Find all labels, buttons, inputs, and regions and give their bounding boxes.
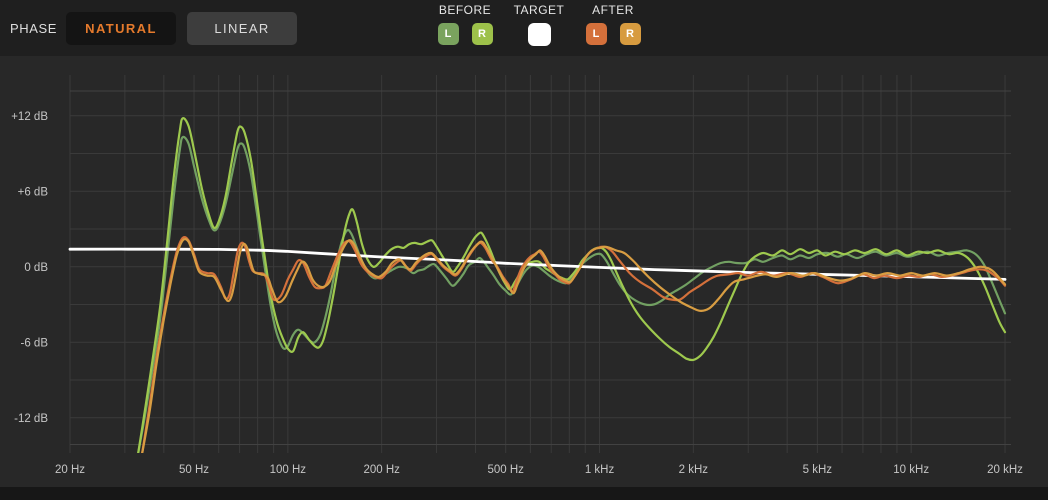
- y-axis-tick-label: -12 dB: [14, 413, 48, 425]
- legend-after-label: AFTER: [592, 3, 634, 17]
- after-left-toggle[interactable]: L: [585, 23, 607, 45]
- x-axis-tick-label: 5 kHz: [803, 464, 833, 476]
- x-axis-tick-label: 1 kHz: [585, 464, 615, 476]
- phase-label: PHASE: [10, 21, 58, 36]
- x-axis-tick-label: 50 Hz: [179, 464, 209, 476]
- curve-after-left: [141, 235, 1007, 453]
- y-axis-tick-label: +12 dB: [11, 111, 48, 123]
- before-left-toggle[interactable]: L: [437, 23, 459, 45]
- curve-after-right: [141, 237, 1007, 453]
- after-right-toggle[interactable]: R: [619, 23, 641, 45]
- legend-target-group: TARGET: [509, 3, 569, 46]
- axis-labels: +12 dB +6 dB 0 dB -6 dB -12 dB 20 Hz 50 Hz 100 …: [11, 111, 1023, 476]
- target-toggle[interactable]: [527, 23, 551, 46]
- y-axis-tick-label: 0 dB: [24, 262, 48, 274]
- phase-linear-button[interactable]: LINEAR: [187, 12, 297, 45]
- toolbar: PHASE NATURAL LINEAR BEFORE L R TARGET A…: [0, 0, 1048, 56]
- x-axis-tick-label: 20 Hz: [55, 464, 85, 476]
- legend-target-label: TARGET: [513, 3, 565, 17]
- x-axis-tick-label: 200 Hz: [363, 464, 400, 476]
- x-axis-tick-label: 20 kHz: [987, 464, 1023, 476]
- bottom-strip: [0, 487, 1048, 500]
- phase-natural-button[interactable]: NATURAL: [66, 12, 176, 45]
- curve-before-left: [137, 135, 1007, 453]
- x-axis-tick-label: 100 Hz: [270, 464, 307, 476]
- legend-before-group: BEFORE L R: [424, 3, 506, 45]
- before-right-toggle[interactable]: R: [471, 23, 493, 45]
- x-axis-tick-label: 2 kHz: [679, 464, 709, 476]
- x-axis-tick-label: 500 Hz: [487, 464, 524, 476]
- x-axis-tick-label: 10 kHz: [893, 464, 929, 476]
- y-axis-tick-label: -6 dB: [21, 337, 49, 349]
- y-axis-tick-label: +6 dB: [18, 186, 49, 198]
- legend-before-label: BEFORE: [438, 3, 492, 17]
- legend-after-group: AFTER L R: [572, 3, 654, 45]
